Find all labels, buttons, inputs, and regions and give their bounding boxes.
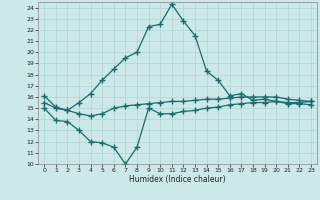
X-axis label: Humidex (Indice chaleur): Humidex (Indice chaleur): [129, 175, 226, 184]
